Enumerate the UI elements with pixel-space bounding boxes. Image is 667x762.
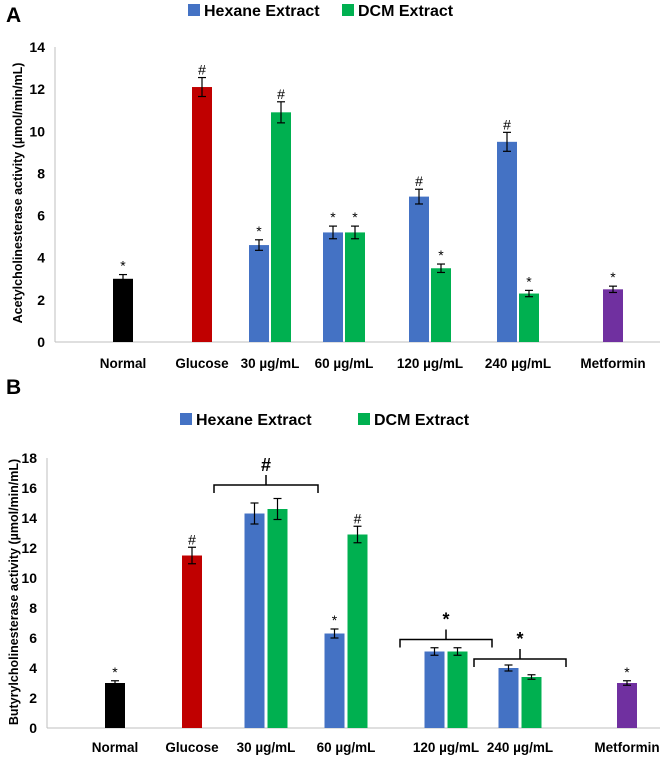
x-tick-label-b-30-g-ml: 30 µg/mL — [237, 740, 296, 755]
bracket-mark-b-30-g-ml: # — [261, 455, 271, 475]
y-tick-label-a-10: 10 — [29, 123, 45, 139]
bar-a-60-g-ml-hexane-extract — [323, 232, 343, 342]
bar-b-30-g-ml-hexane-extract — [244, 513, 265, 728]
significance-mark-b-metformin-metformin: * — [624, 664, 630, 680]
legend-a: Hexane Extract DCM Extract — [188, 3, 454, 20]
bar-a-normal-control — [113, 278, 133, 342]
bar-b-60-g-ml-hexane-extract — [324, 633, 345, 728]
significance-mark-a-240-g-ml-hexane-extract: # — [503, 116, 511, 132]
legend-b-dcm-swatch — [358, 413, 370, 425]
y-axis-title-a: Acetylcholinesterase activity (µmol/min/… — [11, 63, 25, 324]
bar-b-60-g-ml-dcm-extract — [347, 534, 368, 728]
x-tick-label-b-glucose: Glucose — [165, 740, 219, 755]
x-tick-label-b-120-g-ml: 120 µg/mL — [413, 740, 479, 755]
y-tick-label-a-2: 2 — [37, 292, 45, 308]
x-tick-label-a-glucose: Glucose — [175, 356, 229, 371]
plot-area-b: 0 2 4 6 8 10 12 14 16 18 Normal Glucose 30 µg/mL 60 µ… — [21, 450, 660, 755]
significance-mark-a-normal-control: * — [120, 258, 126, 274]
bar-a-30-g-ml-dcm-extract — [271, 112, 291, 342]
legend-b: Hexane Extract DCM Extract — [180, 412, 470, 429]
legend-a-hexane-swatch — [188, 4, 200, 16]
x-tick-label-b-60-g-ml: 60 µg/mL — [317, 740, 376, 755]
significance-mark-a-metformin-metformin: * — [610, 269, 616, 285]
legend-a-dcm-label: DCM Extract — [358, 3, 454, 20]
y-tick-label-a-6: 6 — [37, 208, 45, 224]
x-tick-label-a-60-g-ml: 60 µg/mL — [315, 356, 374, 371]
y-tick-label-a-0: 0 — [37, 334, 45, 350]
plot-area-a: 0 2 4 6 8 10 12 14 Normal Glucose 30 µg/mL 60 µg/mL… — [29, 39, 660, 371]
bar-a-120-g-ml-dcm-extract — [431, 268, 451, 342]
y-tick-label-b-18: 18 — [21, 450, 37, 466]
bar-b-240-g-ml-dcm-extract — [521, 677, 542, 728]
bar-b-120-g-ml-hexane-extract — [424, 651, 445, 728]
x-tick-label-b-240-g-ml: 240 µg/mL — [487, 740, 553, 755]
significance-mark-b-glucose-glucose: # — [188, 531, 196, 547]
bar-b-240-g-ml-hexane-extract — [498, 668, 519, 728]
x-tick-label-b-normal: Normal — [92, 740, 139, 755]
significance-mark-a-glucose-glucose: # — [198, 62, 206, 78]
significance-mark-a-120-g-ml-hexane-extract: # — [415, 173, 423, 189]
y-tick-label-b-12: 12 — [21, 540, 37, 556]
significance-mark-b-normal-control: * — [112, 664, 118, 680]
x-tick-label-b-metformin: Metformin — [594, 740, 659, 755]
bar-a-glucose-glucose — [192, 87, 212, 343]
significance-mark-a-60-g-ml-hexane-extract: * — [330, 209, 336, 225]
panel-a-label: A — [6, 4, 21, 27]
bar-b-normal-control — [105, 683, 125, 728]
panel-b-label: B — [6, 376, 21, 399]
legend-b-dcm-label: DCM Extract — [374, 412, 470, 429]
bar-a-120-g-ml-hexane-extract — [409, 196, 429, 342]
y-axis-title-b: Butyrylcholinesterase activity (µmol/min… — [7, 459, 21, 725]
bracket-mark-b-120-g-ml: * — [442, 610, 449, 630]
y-tick-label-b-8: 8 — [29, 600, 37, 616]
y-tick-label-b-6: 6 — [29, 630, 37, 646]
x-tick-label-a-normal: Normal — [100, 356, 147, 371]
y-tick-label-b-16: 16 — [21, 480, 37, 496]
significance-mark-a-30-g-ml-dcm-extract: # — [277, 86, 285, 102]
significance-mark-a-120-g-ml-dcm-extract: * — [438, 247, 444, 263]
bracket-mark-b-240-g-ml: * — [516, 629, 523, 649]
y-tick-label-a-14: 14 — [29, 39, 45, 55]
x-tick-label-a-120-g-ml: 120 µg/mL — [397, 356, 463, 371]
legend-b-hexane-swatch — [180, 413, 192, 425]
bracket-b-30-g-ml — [213, 475, 319, 493]
y-tick-label-a-8: 8 — [37, 165, 45, 181]
bar-a-60-g-ml-dcm-extract — [345, 232, 365, 342]
bracket-b-240-g-ml — [473, 649, 567, 667]
bar-b-metformin-metformin — [617, 683, 637, 728]
y-tick-label-b-10: 10 — [21, 570, 37, 586]
significance-mark-a-30-g-ml-hexane-extract: * — [256, 223, 262, 239]
y-tick-label-b-2: 2 — [29, 690, 37, 706]
bar-a-30-g-ml-hexane-extract — [249, 245, 269, 342]
significance-mark-a-240-g-ml-dcm-extract: * — [526, 273, 532, 289]
x-tick-label-a-metformin: Metformin — [580, 356, 645, 371]
legend-a-dcm-swatch — [342, 4, 354, 16]
legend-a-hexane-label: Hexane Extract — [204, 3, 320, 20]
bar-a-metformin-metformin — [603, 289, 623, 342]
y-tick-label-a-12: 12 — [29, 81, 45, 97]
x-tick-label-a-240-g-ml: 240 µg/mL — [485, 356, 551, 371]
significance-mark-b-60-g-ml-dcm-extract: # — [354, 510, 362, 526]
y-tick-label-b-4: 4 — [29, 660, 37, 676]
bar-b-30-g-ml-dcm-extract — [267, 509, 288, 728]
legend-b-hexane-label: Hexane Extract — [196, 412, 312, 429]
significance-mark-b-60-g-ml-hexane-extract: * — [332, 612, 338, 628]
y-tick-label-b-0: 0 — [29, 720, 37, 736]
bar-a-240-g-ml-hexane-extract — [497, 141, 517, 342]
y-tick-label-b-14: 14 — [21, 510, 37, 526]
bracket-b-120-g-ml — [399, 629, 493, 648]
bar-b-glucose-glucose — [182, 555, 202, 728]
bar-b-120-g-ml-dcm-extract — [447, 651, 468, 728]
x-tick-label-a-30-g-ml: 30 µg/mL — [241, 356, 300, 371]
y-tick-label-a-4: 4 — [37, 250, 45, 266]
bar-a-240-g-ml-dcm-extract — [519, 293, 539, 342]
significance-mark-a-60-g-ml-dcm-extract: * — [352, 209, 358, 225]
